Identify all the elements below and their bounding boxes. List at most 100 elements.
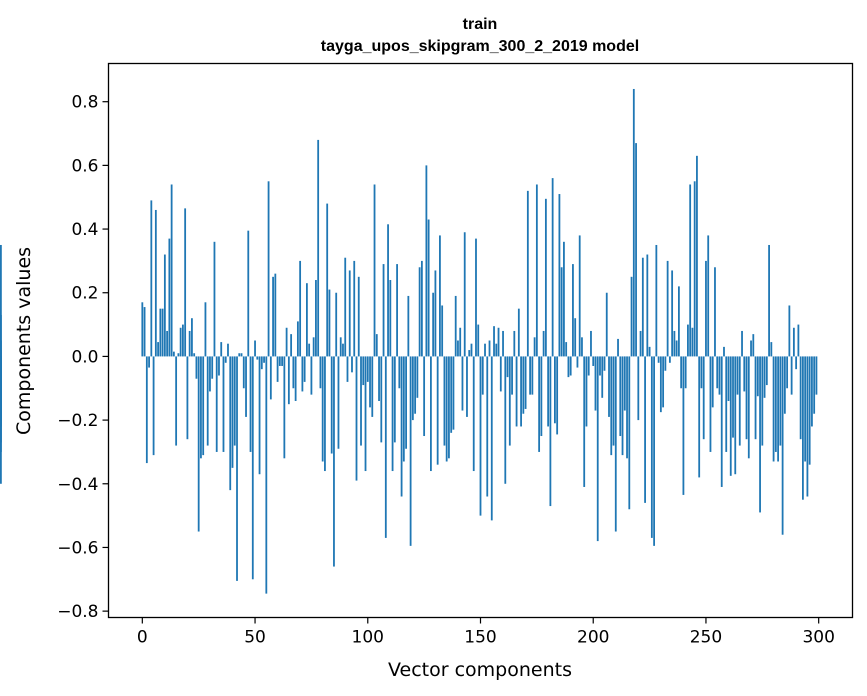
bar-46 [245,356,247,417]
bar-243 [689,184,692,357]
bars-group [0,88,818,594]
bar-101 [369,356,371,408]
bar-111 [391,356,394,472]
bar-290 [795,356,798,370]
bar-49 [251,356,254,580]
bar-37 [224,356,227,363]
bar-271 [752,334,755,357]
bar-185 [558,194,561,357]
bar-293 [802,356,804,500]
bar-178 [542,330,545,357]
bar-245 [693,181,696,357]
bar-159 [499,356,502,392]
bar-54 [263,356,265,363]
bar-60 [276,356,279,382]
bar-118 [407,295,410,357]
bar-177 [540,356,543,437]
bar-247 [698,356,701,478]
bar-222 [641,257,644,357]
bar-117 [405,356,407,449]
bar-119 [409,356,412,546]
bar-156 [493,326,495,357]
bar-17 [179,327,182,357]
bar-281 [774,356,777,452]
bar-34 [218,356,220,376]
bar-197 [585,356,588,427]
y-tick-label: 0.2 [71,284,98,304]
bar-103 [373,184,376,357]
bar-176 [538,356,541,452]
bar-12 [168,238,171,357]
bar-264 [736,356,739,395]
bar-135 [445,356,448,462]
bar-187 [563,241,565,357]
bar-69 [296,321,299,357]
bar-44 [240,353,243,357]
bar-209 [612,356,615,446]
bar-155 [490,356,493,521]
y-tick-label: −0.2 [57,411,98,431]
y-tick-label: 0.8 [71,93,98,113]
bar-189 [567,356,570,378]
bar-102 [371,356,374,417]
bar-56 [267,181,270,357]
bar-267 [743,356,746,392]
bar-213 [621,356,624,456]
bar-140 [457,340,459,357]
bar-88 [339,337,342,357]
bar-235 [671,270,674,357]
bar-128 [430,356,432,472]
bar-122 [416,356,419,398]
x-tick-label: 250 [690,628,722,648]
bar-85 [333,356,335,567]
bar-269 [747,356,750,459]
y-tick-label: 0.0 [71,347,98,367]
bar-276 [763,356,766,398]
bar-106 [380,356,383,443]
bar-257 [720,356,723,487]
bar-68 [294,356,297,401]
bar-33 [215,356,218,452]
bar-108 [384,356,387,538]
bar-158 [497,327,500,357]
bar-133 [441,305,444,357]
bar-26 [200,356,202,459]
bar-195 [581,337,583,357]
bar-163 [508,356,511,446]
bar-255 [716,356,719,389]
bar-16 [177,353,180,357]
bar-83 [328,289,331,357]
bar-220 [637,356,640,421]
bar-160 [502,330,504,357]
bar-157 [495,343,498,357]
bar-137 [450,356,453,433]
bar-45 [242,356,245,389]
bar-210 [614,356,617,532]
bar-268 [745,356,748,440]
bar-270 [750,340,752,357]
bar-234 [668,356,671,363]
bar-139 [454,295,457,357]
bar-175 [535,184,538,357]
bar-167 [517,308,520,357]
bar-224 [646,254,649,357]
bar-62 [281,356,283,366]
x-tick-label: 200 [577,628,609,648]
bar-58 [272,276,274,357]
bar-295 [806,356,809,497]
x-tick-label: 100 [352,628,384,648]
bar-59 [274,273,277,357]
bar-254 [714,267,716,357]
bar-289 [792,327,795,357]
bar-5 [152,356,155,456]
bar-241 [684,356,687,389]
bar-223 [644,356,646,503]
x-tick-label: 0 [137,628,148,648]
bar-190 [569,356,572,376]
bar-86 [335,292,338,357]
bar-298 [813,356,816,414]
bar-112 [393,356,396,443]
bar-273 [756,356,759,397]
bar-211 [617,338,619,357]
bar-232 [664,356,667,371]
